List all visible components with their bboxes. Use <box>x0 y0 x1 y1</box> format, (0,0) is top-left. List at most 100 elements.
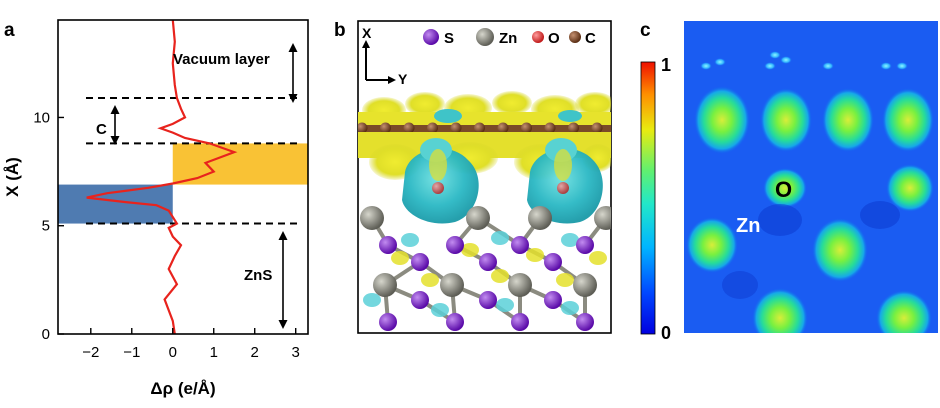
carbon-atom <box>450 122 462 134</box>
carbon-atom <box>521 122 532 134</box>
plot-frame <box>57 19 309 335</box>
y-tick-label: 10 <box>33 109 50 126</box>
x-tick-label: −1 <box>123 344 140 361</box>
isosurface-lobe <box>391 251 409 265</box>
y-axis-label: X (Å) <box>3 157 22 197</box>
carbon-atom <box>380 122 391 134</box>
carbon-atom <box>544 122 556 134</box>
legend-s-marker <box>423 29 439 45</box>
isosurface-lobe <box>431 303 449 317</box>
legend-zn-label: Zn <box>499 30 517 47</box>
sulfur-atom <box>411 291 429 309</box>
zinc-atom <box>594 206 611 230</box>
zns-isosurface <box>363 231 607 317</box>
zinc-atom <box>360 206 384 230</box>
panel-label-b: b <box>334 20 346 41</box>
carbon-atom <box>403 122 415 134</box>
elf-small-lobe <box>780 56 792 64</box>
panel-label-a: a <box>4 20 15 41</box>
isosurface-lobe <box>526 248 544 262</box>
legend-zn-marker <box>476 28 494 46</box>
carbon-atom <box>427 122 438 134</box>
elf-lobe <box>886 164 934 212</box>
sulfur-atom <box>544 291 562 309</box>
zinc-atom <box>373 273 397 297</box>
isosurface-lobe <box>491 269 509 283</box>
y-tick-label: 5 <box>42 218 50 235</box>
c-layer-label: C <box>96 121 107 138</box>
legend-c-label: C <box>585 30 596 47</box>
isosurface-lobe <box>556 273 574 287</box>
charge-density-line <box>86 20 238 334</box>
axis-x-label: X <box>362 25 372 41</box>
elf-lobe <box>686 217 738 273</box>
elf-blobs <box>686 51 934 333</box>
zinc-atom <box>528 206 552 230</box>
isosurface-lobe <box>491 231 509 245</box>
colorbar <box>640 61 656 335</box>
sulfur-atom <box>446 236 464 254</box>
carbon-atom <box>497 122 509 134</box>
zinc-atom <box>508 273 532 297</box>
elf-lobe <box>760 88 812 152</box>
x-tick-label: 2 <box>251 344 259 361</box>
sulfur-atom <box>576 313 594 331</box>
zinc-atom <box>466 206 490 230</box>
isosurface-lobe <box>561 233 579 247</box>
sulfur-atom <box>379 313 397 331</box>
elf-lobe <box>812 218 868 282</box>
legend-s-label: S <box>444 30 454 47</box>
panel-label-c: c <box>640 20 651 41</box>
shaded-regions <box>58 143 308 224</box>
axes-indicator: X Y <box>362 25 408 87</box>
elf-small-lobe <box>764 62 776 70</box>
sulfur-atom <box>479 253 497 271</box>
sulfur-atom <box>446 313 464 331</box>
zns-annotation: ZnS <box>244 231 288 329</box>
oxygen-atom <box>557 182 569 194</box>
carbon-atom <box>591 122 603 134</box>
isosurface-lobe <box>401 233 419 247</box>
zns-label: ZnS <box>244 267 272 284</box>
elf-lobe <box>822 88 874 152</box>
isosurface-lobe <box>496 298 514 312</box>
atom-label-o: O <box>775 177 792 202</box>
x-tick-label: 3 <box>292 344 300 361</box>
y-tick-label: 0 <box>42 326 50 343</box>
elf-lobe-oxygen <box>763 168 807 208</box>
elf-lobe <box>752 288 808 333</box>
isosurface-lobe <box>589 251 607 265</box>
atom-label-zn: Zn <box>736 215 760 237</box>
sulfur-atom <box>411 253 429 271</box>
atom-legend: S Zn O C <box>418 24 608 50</box>
x-tick-label: 1 <box>210 344 218 361</box>
zinc-atom <box>440 273 464 297</box>
vacuum-layer-label: Vacuum layer <box>173 51 270 68</box>
sulfur-atom <box>511 236 529 254</box>
elf-small-lobe <box>880 62 892 70</box>
isosurface-lobe <box>561 301 579 315</box>
isosurface-lobe <box>363 293 381 307</box>
elf-small-lobe <box>896 62 908 70</box>
panel-c: c 1 0 O Zn <box>640 20 938 343</box>
sulfur-atom <box>479 291 497 309</box>
x-tick-label: 0 <box>169 344 177 361</box>
elf-lobe <box>876 290 932 333</box>
zinc-atom <box>573 273 597 297</box>
colorbar-min-label: 0 <box>661 323 671 343</box>
oxygen-atom <box>432 182 444 194</box>
colorbar-max-label: 1 <box>661 55 671 75</box>
axis-y-label: Y <box>398 71 408 87</box>
x-tick-label: −2 <box>82 344 99 361</box>
panel-b: b <box>334 20 612 334</box>
legend-c-marker <box>569 31 581 43</box>
sulfur-atom <box>544 253 562 271</box>
sulfur-atom <box>576 236 594 254</box>
sulfur-atom <box>511 313 529 331</box>
legend-o-label: O <box>548 30 560 47</box>
sulfur-atom <box>379 236 397 254</box>
elf-small-lobe <box>714 58 726 66</box>
elf-lobe <box>882 88 934 152</box>
elf-small-lobe <box>822 62 834 70</box>
